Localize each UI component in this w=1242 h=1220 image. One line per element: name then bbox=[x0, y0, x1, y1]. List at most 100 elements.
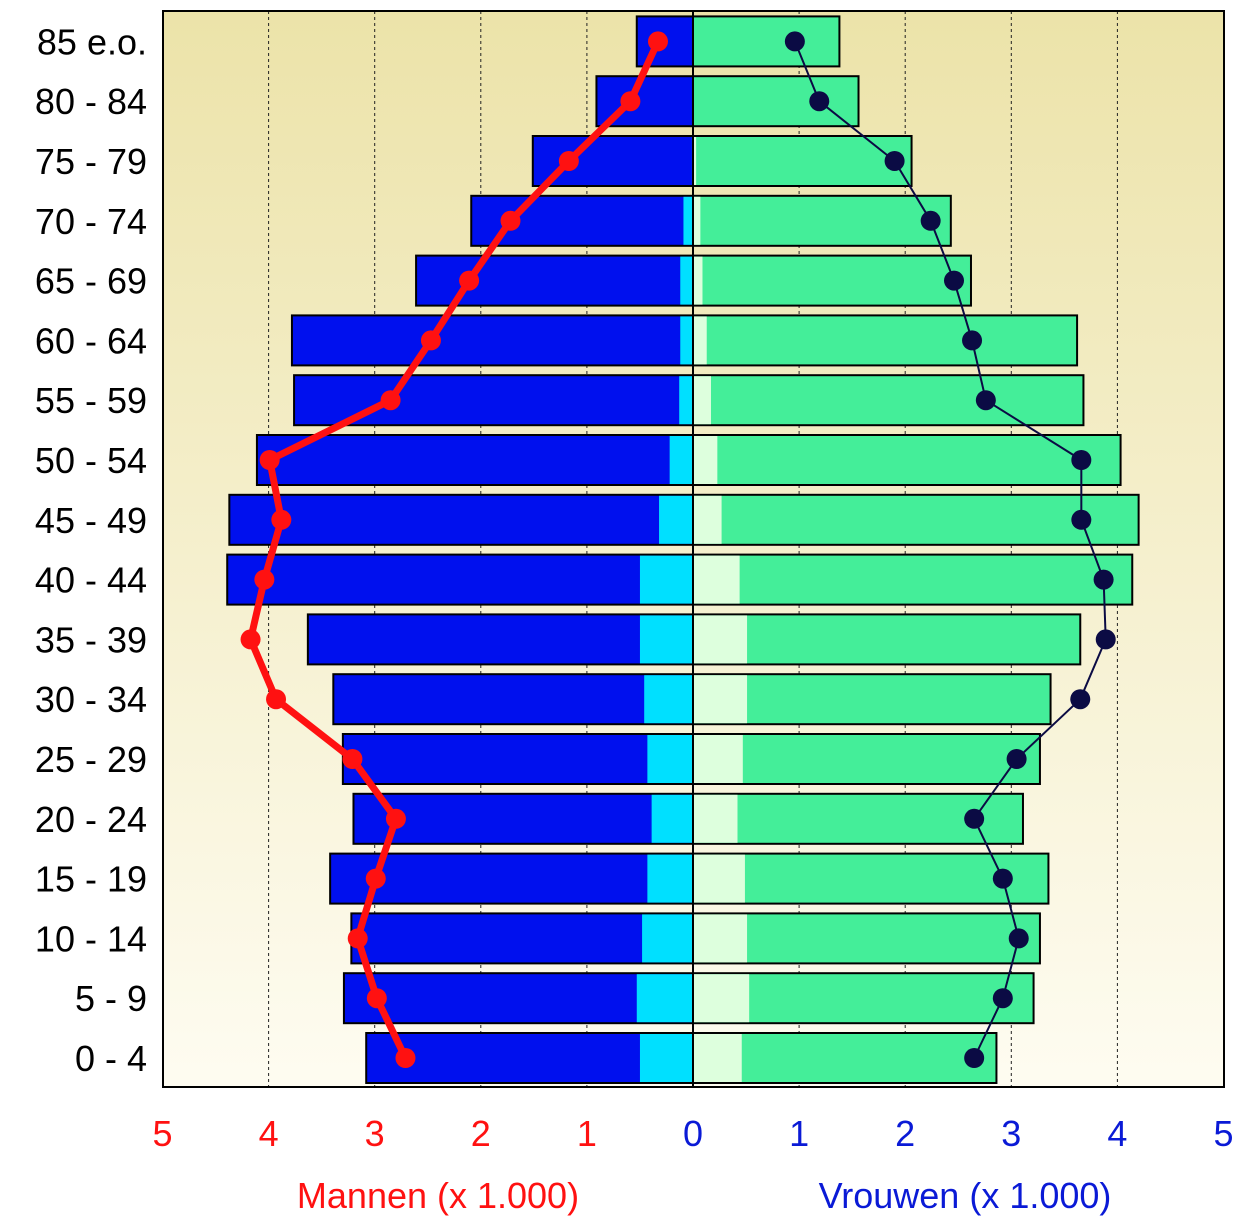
line-right bbox=[793, 41, 1107, 1059]
x-tick-label-left: 5 bbox=[152, 1113, 172, 1154]
point-right bbox=[964, 1048, 985, 1068]
point-left bbox=[420, 330, 441, 351]
age-group-label: 30 - 34 bbox=[35, 679, 147, 720]
bar-left-inner bbox=[683, 196, 693, 245]
plot-frame bbox=[162, 10, 1225, 1088]
age-group-label: 50 - 54 bbox=[35, 440, 147, 481]
bar-left-inner bbox=[639, 1034, 693, 1082]
bar-right-inner bbox=[694, 914, 748, 963]
bar-right-inner bbox=[694, 316, 707, 365]
age-group-label: 0 - 4 bbox=[75, 1038, 147, 1079]
x-tick-label-right: 1 bbox=[789, 1113, 809, 1154]
bar-right bbox=[692, 972, 1035, 1025]
bar-right-inner bbox=[694, 735, 743, 783]
point-right bbox=[884, 151, 905, 171]
point-left bbox=[395, 1048, 416, 1068]
bar-right bbox=[692, 434, 1122, 486]
point-right bbox=[992, 868, 1013, 889]
bar-right bbox=[692, 493, 1140, 546]
bar-right bbox=[692, 1032, 998, 1084]
point-right bbox=[1006, 749, 1027, 769]
bar-right bbox=[692, 15, 841, 68]
bar-right-inner bbox=[694, 256, 703, 305]
age-group-label: 70 - 74 bbox=[35, 201, 147, 242]
x-tick-label-right: 4 bbox=[1107, 1113, 1127, 1154]
point-left bbox=[259, 450, 280, 470]
point-right bbox=[1008, 928, 1029, 949]
bars bbox=[226, 11, 1140, 1087]
bar-right-inner bbox=[694, 137, 697, 185]
age-group-label: 35 - 39 bbox=[35, 619, 147, 660]
bar-left bbox=[350, 912, 694, 965]
bar-left-inner bbox=[647, 735, 693, 783]
bar-left-inner bbox=[647, 854, 693, 903]
bar-right bbox=[692, 254, 972, 307]
bar-left bbox=[352, 792, 694, 845]
bar-left bbox=[341, 733, 694, 785]
bar-right bbox=[692, 194, 952, 247]
point-left bbox=[620, 91, 641, 112]
bar-right-inner bbox=[694, 495, 722, 544]
point-left bbox=[266, 689, 287, 710]
age-group-label: 55 - 59 bbox=[35, 380, 147, 421]
point-right bbox=[964, 808, 985, 829]
bar-left bbox=[228, 493, 695, 546]
bar-left bbox=[255, 434, 694, 486]
line-left bbox=[247, 39, 662, 1060]
age-group-label: 80 - 84 bbox=[35, 81, 147, 122]
bar-right bbox=[692, 135, 913, 187]
age-group-label: 65 - 69 bbox=[35, 261, 147, 302]
bar-left-inner bbox=[642, 914, 693, 963]
x-tick-label-left: 1 bbox=[577, 1113, 597, 1154]
x-tick-label-left: 3 bbox=[365, 1113, 385, 1154]
bar-right-inner bbox=[694, 1034, 742, 1082]
point-left bbox=[380, 390, 401, 411]
point-left bbox=[385, 808, 406, 829]
x-tick-label-left: 4 bbox=[259, 1113, 279, 1154]
x-tick-labels: 5 4 3 2 1 0 1 2 3 4 5 bbox=[152, 1113, 1233, 1154]
age-group-label: 10 - 14 bbox=[35, 918, 147, 959]
x-tick-label-right: 5 bbox=[1213, 1113, 1233, 1154]
age-group-label: 15 - 19 bbox=[35, 859, 147, 900]
point-right bbox=[944, 270, 965, 291]
bar-right-inner bbox=[694, 196, 701, 245]
bar-right-inner bbox=[694, 794, 738, 843]
point-right bbox=[784, 31, 805, 52]
bar-right bbox=[692, 75, 860, 128]
age-group-label: 5 - 9 bbox=[75, 978, 147, 1019]
bar-left-inner bbox=[659, 495, 693, 544]
point-right bbox=[962, 330, 983, 351]
bar-left-inner bbox=[680, 256, 693, 305]
bar-right bbox=[692, 314, 1079, 367]
point-left bbox=[254, 569, 275, 590]
bar-left bbox=[342, 972, 694, 1025]
age-group-label: 75 - 79 bbox=[35, 141, 147, 182]
point-left bbox=[459, 270, 480, 291]
bar-left-inner bbox=[639, 615, 693, 664]
lines bbox=[247, 39, 1107, 1060]
bar-right-inner bbox=[694, 854, 745, 903]
bar-left-inner bbox=[639, 555, 693, 604]
x-tick-label-right: 0 bbox=[683, 1113, 703, 1154]
age-group-label: 40 - 44 bbox=[35, 560, 147, 601]
point-left bbox=[271, 509, 292, 530]
age-group-label: 85 e.o. bbox=[37, 21, 147, 62]
x-tick-label-left: 2 bbox=[471, 1113, 491, 1154]
point-left bbox=[365, 868, 386, 889]
points bbox=[240, 31, 1116, 1068]
bar-left-inner bbox=[644, 675, 693, 724]
age-group-label: 60 - 64 bbox=[35, 320, 147, 361]
point-right bbox=[1095, 629, 1116, 650]
bar-left-inner bbox=[636, 974, 693, 1023]
bar-left bbox=[226, 553, 694, 606]
x-axis-title-left: Mannen (x 1.000) bbox=[297, 1175, 579, 1216]
bar-left-inner bbox=[651, 794, 693, 843]
point-right bbox=[1093, 569, 1114, 590]
point-left bbox=[240, 629, 261, 650]
bar-left bbox=[332, 673, 694, 726]
point-right bbox=[809, 91, 830, 112]
age-group-label: 20 - 24 bbox=[35, 799, 147, 840]
age-group-label: 45 - 49 bbox=[35, 500, 147, 541]
